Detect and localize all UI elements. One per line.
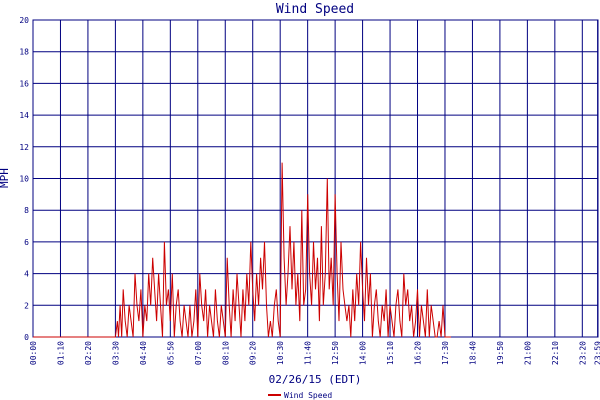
y-tick-label: 16: [19, 79, 29, 88]
x-tick-label: 11:40: [304, 341, 313, 365]
y-tick-label: 0: [24, 333, 29, 342]
y-tick-label: 18: [19, 48, 29, 57]
y-axis-label: MPH: [0, 168, 11, 188]
x-tick-label: 23:59: [594, 341, 600, 365]
grid-lines: [32, 20, 599, 337]
x-tick-label: 02:20: [84, 341, 93, 365]
x-tick-label: 22:10: [551, 341, 560, 365]
x-tick-label: 00:00: [29, 341, 38, 365]
x-tick-label: 01:10: [56, 341, 65, 365]
x-tick-label: 18:40: [468, 341, 477, 365]
y-tick-label: 10: [19, 175, 29, 184]
x-tick-label: 05:50: [166, 341, 175, 365]
x-tick-label: 14:00: [359, 341, 368, 365]
x-tick-label: 04:40: [139, 341, 148, 365]
chart-title: Wind Speed: [276, 2, 354, 17]
y-tick-label: 4: [24, 270, 29, 279]
y-tick-label: 12: [19, 143, 29, 152]
x-tick-label: 03:30: [111, 341, 120, 365]
y-tick-label: 8: [24, 206, 29, 215]
series-line-wind-speed: [33, 162, 451, 338]
y-tick-label: 14: [19, 111, 29, 120]
x-tick-label: 08:10: [221, 341, 230, 365]
x-tick-label: 21:00: [523, 341, 532, 365]
x-tick-label: 17:30: [441, 341, 450, 365]
x-tick-label: 19:50: [496, 341, 505, 365]
x-tick-label: 07:00: [194, 341, 203, 365]
x-tick-label: 23:20: [578, 341, 587, 365]
x-tick-label: 15:10: [386, 341, 395, 365]
x-axis-ticks: 00:00 01:10 02:20 03:30 04:40 05:50 07:00 08:10…: [29, 341, 600, 365]
x-tick-label: 10:30: [276, 341, 285, 365]
y-tick-label: 2: [24, 301, 29, 310]
legend-label: Wind Speed: [284, 391, 332, 400]
x-tick-label: 09:20: [249, 341, 258, 365]
x-axis-label: 02/26/15 (EDT): [269, 373, 362, 386]
x-tick-label: 16:20: [414, 341, 423, 365]
y-tick-label: 6: [24, 238, 29, 247]
x-tick-label: 12:50: [331, 341, 340, 365]
y-tick-label: 20: [19, 16, 29, 25]
y-axis-ticks: 0 2 4 6 8 10 12 14 16 18 20: [19, 16, 29, 342]
